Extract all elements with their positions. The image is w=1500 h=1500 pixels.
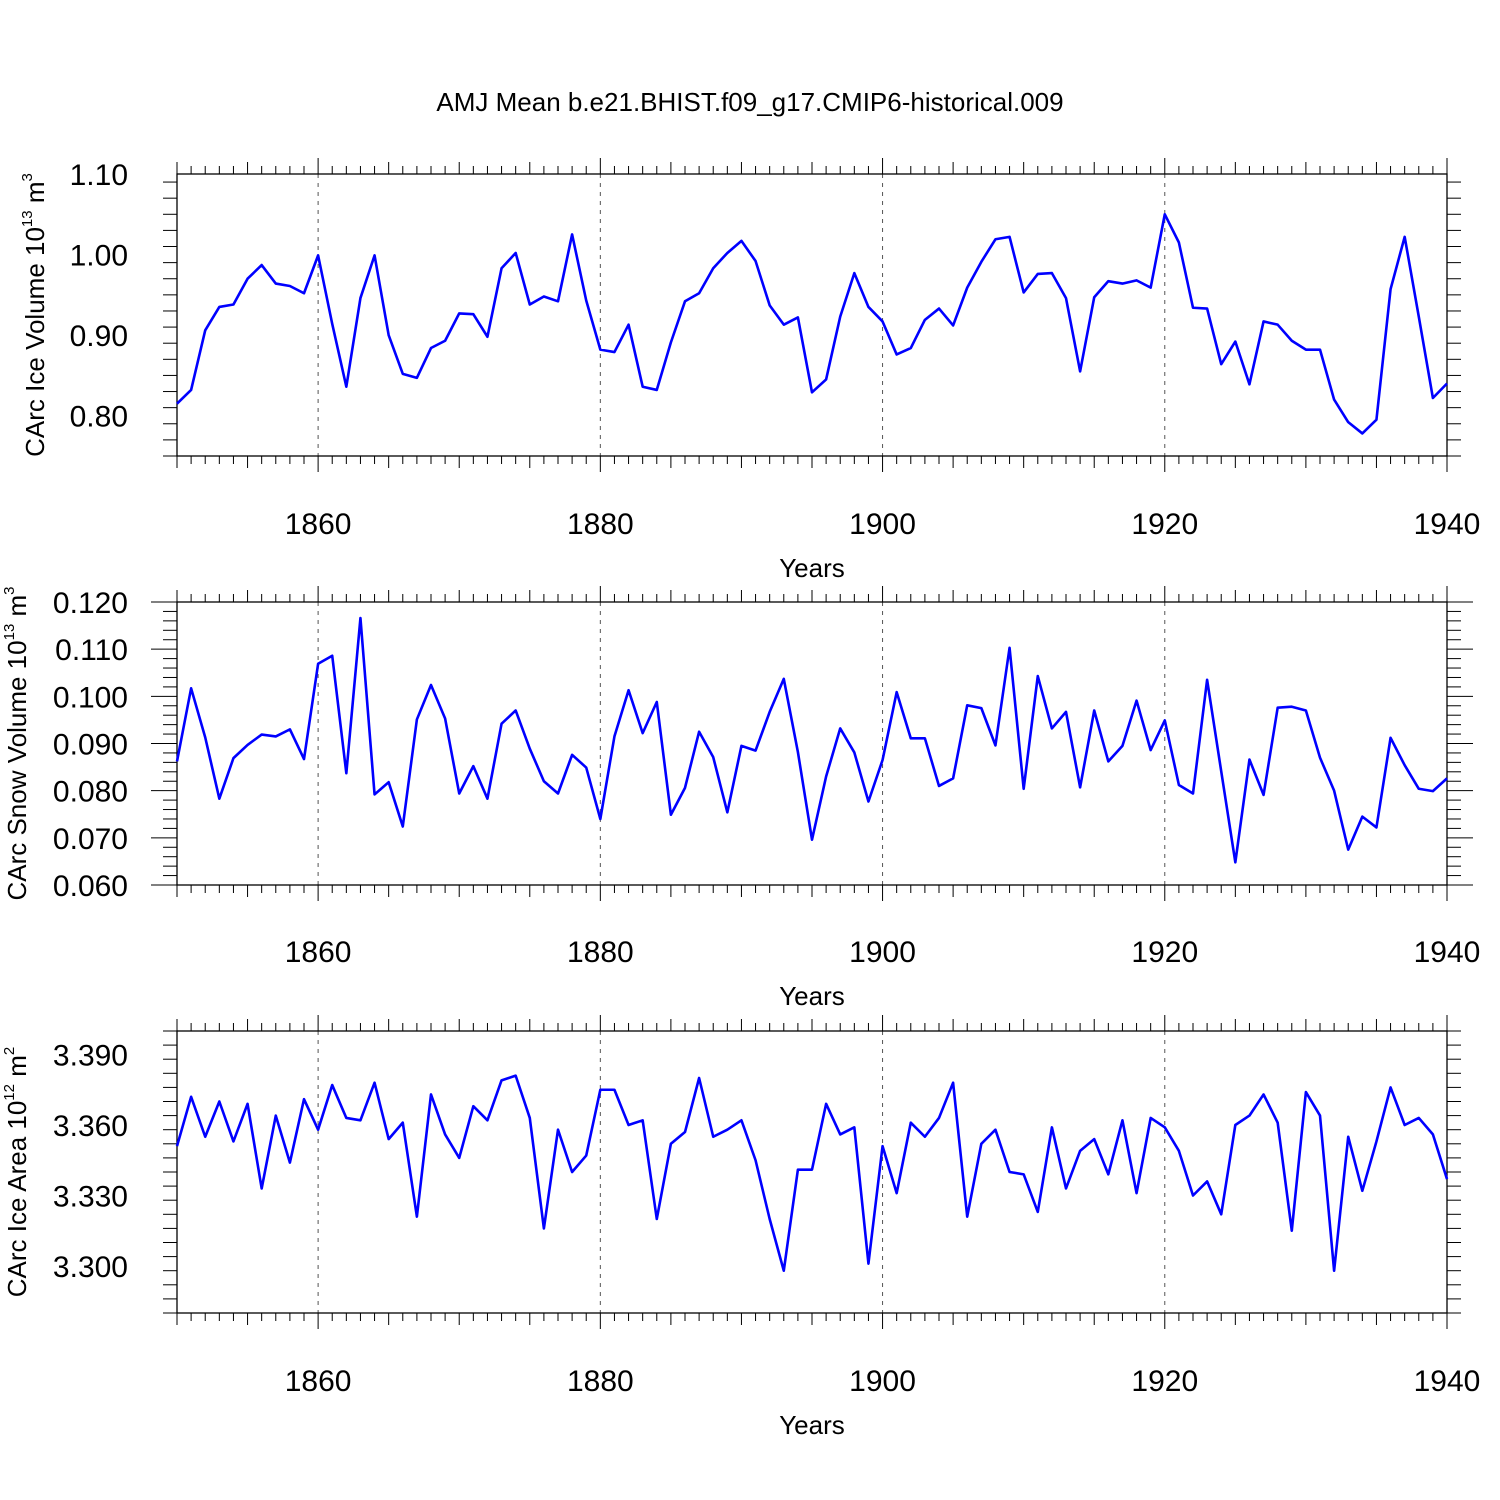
y-axis-label-unit_exp: 2 [1,1047,18,1055]
y-axis-label-base: CArc Snow Volume 10 [2,640,32,900]
series-line [175,1074,1449,1272]
x-tick-label-1880: 1880 [567,1365,634,1398]
y-tick-label-3.330: 3.330 [53,1181,128,1214]
y-axis-label: CArc Snow Volume 1013 m3 [1,586,32,900]
y-axis-label-base: CArc Ice Area 10 [2,1101,32,1298]
y-axis-label-exp: 13 [19,210,36,227]
y-tick-label-0.80: 0.80 [70,401,128,434]
x-tick-label-1920: 1920 [1131,508,1198,541]
y-tick-label-3.360: 3.360 [53,1110,128,1143]
y-tick-label-0.090: 0.090 [53,729,128,762]
y-axis-label-unit_exp: 3 [1,586,18,594]
y-tick-label-1.10: 1.10 [70,159,128,192]
x-tick-label-1920: 1920 [1131,1365,1198,1398]
y-tick-label-0.90: 0.90 [70,320,128,353]
plot-frame [176,601,1448,886]
y-axis-label: CArc Ice Volume 1013 m3 [19,173,50,457]
panel-1: 1860 1880 1900 1920 1940 0.80 0.90 1.00 1.10 Year… [19,158,1480,583]
y-tick-label-0.080: 0.080 [53,776,128,809]
x-tick-label-1900: 1900 [849,508,916,541]
x-tick-label-1900: 1900 [849,1365,916,1398]
x-axis-label: Years [779,553,845,583]
y-axis-label: CArc Ice Area 1012 m2 [1,1047,32,1297]
y-axis-label-unit_exp: 3 [19,173,36,181]
x-axis-label: Years [779,1410,845,1440]
x-tick-label-1900: 1900 [849,936,916,969]
y-axis-label-exp: 12 [1,1084,18,1101]
x-tick-label-1860: 1860 [285,936,352,969]
y-tick-label-0.110: 0.110 [55,634,128,667]
y-tick-label-1.00: 1.00 [70,240,128,273]
series-line [175,616,1448,864]
plot-frame [176,1030,1448,1314]
x-tick-label-1860: 1860 [285,508,352,541]
x-tick-label-1880: 1880 [567,508,634,541]
x-axis-label: Years [779,981,845,1011]
y-tick-label-0.100: 0.100 [53,681,128,714]
x-tick-label-1940: 1940 [1414,508,1481,541]
x-tick-label-1940: 1940 [1414,936,1481,969]
y-tick-label-3.390: 3.390 [53,1040,128,1073]
x-tick-label-1940: 1940 [1414,1365,1481,1398]
y-tick-label-0.060: 0.060 [53,870,128,903]
chart-title: AMJ Mean b.e21.BHIST.f09_g17.CMIP6-histo… [436,87,1063,117]
x-tick-label-1880: 1880 [567,936,634,969]
y-tick-label-0.120: 0.120 [53,587,128,620]
x-tick-label-1860: 1860 [285,1365,352,1398]
plot-frame [176,173,1448,457]
y-axis-label-unit: m [2,1055,32,1084]
y-axis-label-unit: m [2,595,32,624]
x-tick-label-1920: 1920 [1131,936,1198,969]
y-tick-label-0.070: 0.070 [53,823,128,856]
y-axis-label-base: CArc Ice Volume 10 [20,227,50,457]
y-axis-label-unit: m [20,181,50,210]
y-tick-label-3.300: 3.300 [53,1251,128,1284]
series-line [176,212,1448,435]
panels: 1860 1880 1900 1920 1940 0.80 0.90 1.00 1.10 Year… [1,158,1480,1440]
y-axis-label-exp: 13 [1,624,18,641]
panel-3: 1860 1880 1900 1920 1940 3.300 3.330 3.360 3.390… [1,1015,1480,1440]
panel-2: 1860 1880 1900 1920 1940 0.060 0.070 0.080 0.090… [1,586,1480,1011]
